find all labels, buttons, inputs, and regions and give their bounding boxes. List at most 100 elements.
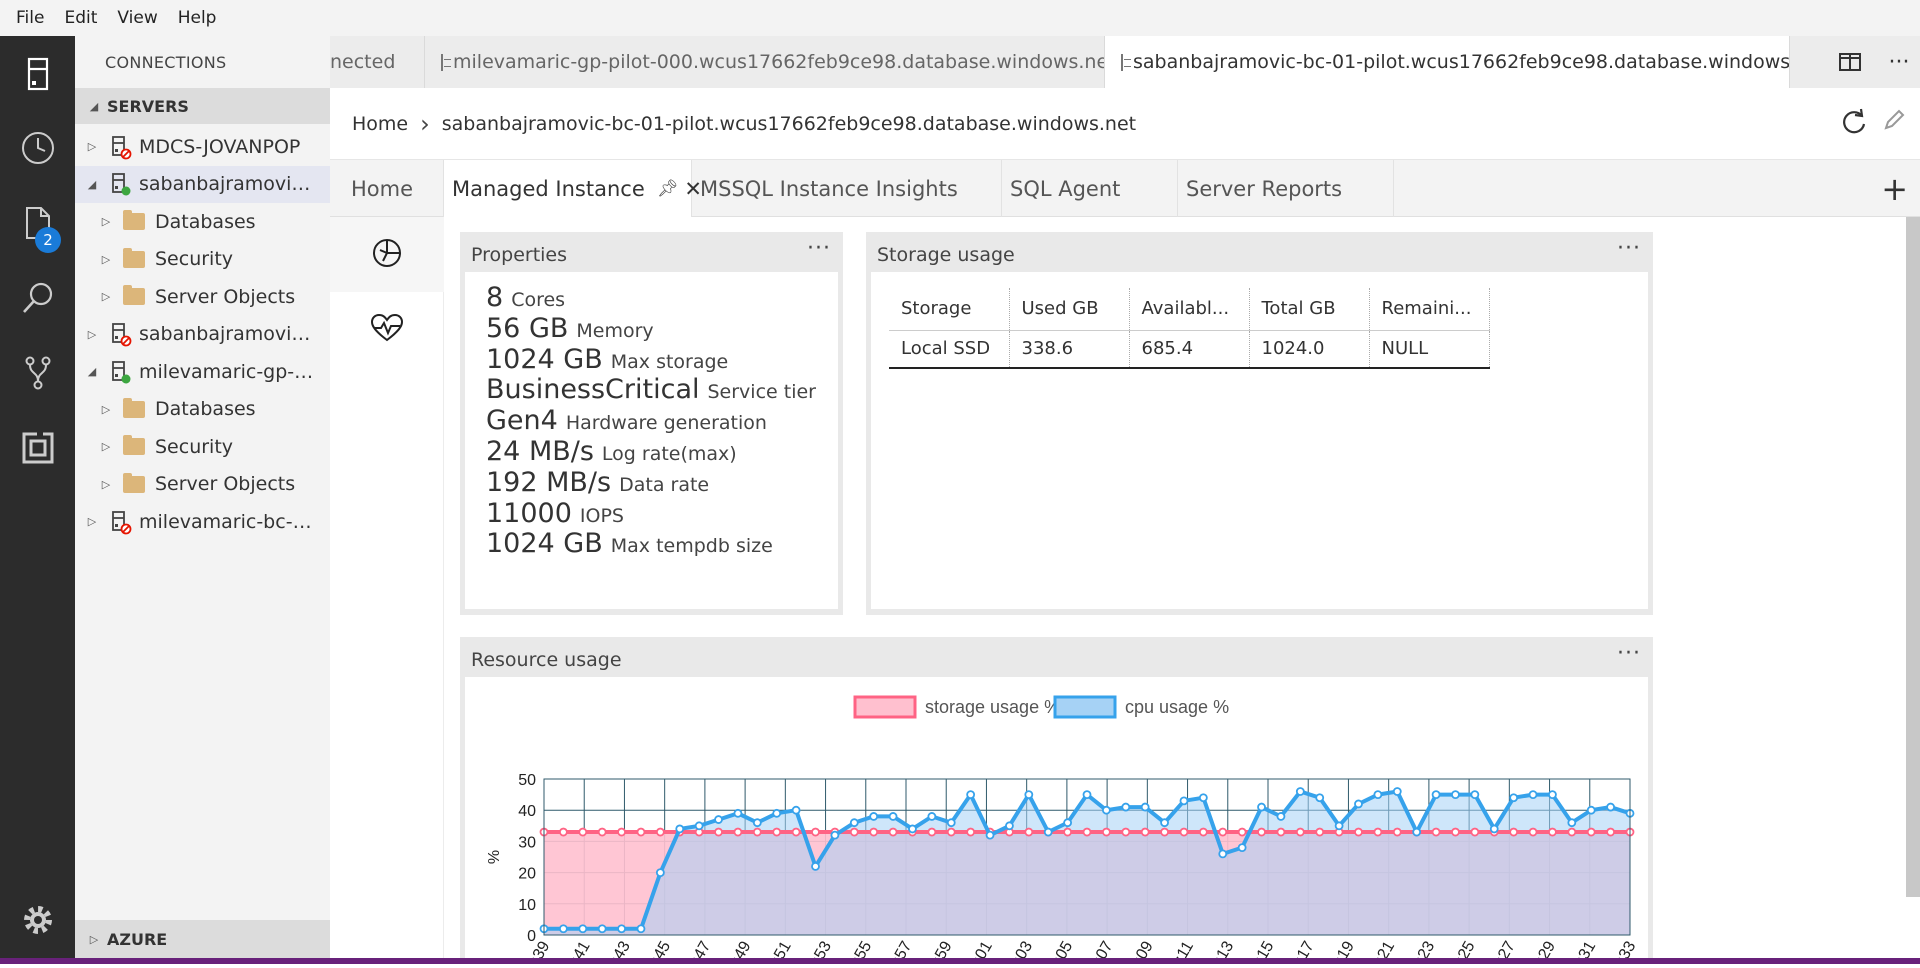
editor-tab-connected[interactable]: nected [330,36,425,88]
chevron-right-icon[interactable]: ▷ [101,215,111,229]
property-value: 24 MB/s [486,435,594,467]
more-actions-icon[interactable]: ··· [1617,236,1641,261]
menu-bar: File Edit View Help [0,0,1920,36]
legend-swatch [853,695,917,719]
property-label: Service tier [707,381,817,404]
breadcrumb-server[interactable]: sabanbajramovic-bc-01-pilot.wcus17662feb… [441,112,1137,135]
data-point [1218,827,1228,837]
tree-folder[interactable]: ▷ Security [75,428,330,466]
extensions-icon[interactable] [0,416,75,480]
data-point [1315,827,1325,837]
property-label: Data rate [619,473,710,496]
chevron-right-icon[interactable]: ▷ [101,402,111,416]
add-tab-icon[interactable]: + [1881,170,1908,208]
folder-icon [123,472,145,493]
tab-managed-instance-label: Managed Instance [452,176,645,201]
data-point [791,805,801,815]
y-tick-label: 20 [518,866,536,883]
column-header[interactable]: Used GB [1009,288,1130,331]
gear-icon[interactable] [0,888,75,952]
tab-mssql-instance-insights[interactable]: MSSQL Instance Insights [692,160,1002,217]
more-actions-icon[interactable]: ··· [1617,641,1641,666]
chevron-right-icon[interactable]: ▷ [87,327,97,341]
editor-tab-sabanbajramovic[interactable]: sabanbajramovic-bc-01-pilot.wcus17662feb… [1105,36,1790,88]
vertical-scrollbar[interactable] [1906,217,1920,897]
data-point [1567,818,1577,828]
editor-tab-label: milevamaric-gp-pilot-000.wcus17662feb9ce… [453,51,1105,73]
split-editor-icon[interactable] [1822,53,1878,71]
more-actions-icon[interactable]: ··· [1888,49,1910,75]
tree-server[interactable]: ▷ sabanbajramovic-gp-01 [75,316,330,354]
folder-icon [123,285,145,306]
edit-icon[interactable] [1882,108,1906,137]
refresh-icon[interactable] [1840,108,1868,141]
pin-icon[interactable]: 📌︎ [656,178,679,199]
breadcrumb: Home › sabanbajramovic-bc-01-pilot.wcus1… [330,88,1920,160]
tree-folder[interactable]: ▷ Databases [75,203,330,241]
column-header[interactable]: Total GB [1249,288,1370,331]
data-point [1548,827,1557,837]
data-point [1509,827,1519,837]
data-point [1140,827,1150,837]
files-icon[interactable]: 2 [0,191,75,255]
history-icon[interactable] [0,116,75,180]
close-icon[interactable]: ✕ [684,176,702,201]
chevron-right-icon[interactable]: ▷ [87,140,97,154]
tab-managed-instance[interactable]: Managed Instance 📌︎ ✕ [444,160,702,217]
chevron-right-icon[interactable]: ▷ [101,440,111,454]
property-label: Cores [511,289,566,311]
tree-folder[interactable]: ▷ Server Objects [75,466,330,504]
data-point [869,812,879,821]
nav-overview[interactable] [330,217,444,292]
tree-folder[interactable]: ▷ Security [75,241,330,279]
sidebar-header: CONNECTIONS [105,52,227,72]
data-point [1101,827,1111,837]
tree-item-label: sabanbajramovic-bc-01-pilot [139,173,317,196]
tab-server-reports[interactable]: Server Reports [1178,160,1394,217]
data-point [1606,827,1616,837]
table-row[interactable]: Local SSD 338.6 685.4 1024.0 NULL [889,330,1490,369]
tree-server[interactable]: ▷ milevamaric-bc-pilot [75,503,330,541]
menu-edit[interactable]: Edit [64,8,98,28]
chevron-right-icon[interactable]: ▷ [101,252,111,266]
tree-folder[interactable]: ▷ Server Objects [75,278,330,316]
tree-server[interactable]: ◢ sabanbajramovic-bc-01-pilot [75,165,330,203]
data-point [1140,802,1150,812]
servers-icon[interactable] [0,42,75,106]
tab-sql-agent-label: SQL Agent [1010,176,1121,201]
storage-usage-widget: Storage usage ··· Storage Used GB Availabl… [866,232,1653,615]
data-point [1005,821,1014,831]
chevron-right-icon[interactable]: ▷ [101,477,111,491]
data-point [597,924,607,934]
column-header[interactable]: Remaini... [1369,288,1490,331]
chevron-right-icon[interactable]: ▷ [87,515,97,529]
resource-chart-container: storage usage % cpu usage % 08:39 08:41 08:4… [465,677,1648,968]
column-header[interactable]: Availabl... [1129,288,1250,331]
data-point [675,824,685,834]
menu-file[interactable]: File [16,8,45,28]
tree-folder[interactable]: ▷ Databases [75,391,330,429]
azure-section[interactable]: ▷ AZURE [75,920,330,958]
chevron-down-icon[interactable]: ◢ [87,177,97,191]
nav-health[interactable] [330,292,444,367]
editor-tab-milevamaric[interactable]: milevamaric-gp-pilot-000.wcus17662feb9ce… [425,36,1105,88]
chevron-down-icon[interactable]: ◢ [87,365,97,379]
data-point [1024,827,1034,837]
column-header[interactable]: Storage [889,288,1010,331]
data-point [1237,843,1247,853]
search-icon[interactable] [0,266,75,330]
tab-home[interactable]: Home [330,160,444,217]
chevron-right-icon[interactable]: ▷ [101,290,111,304]
server-icon [107,321,133,347]
tree-server[interactable]: ▷ MDCS-JOVANPOP [75,128,330,166]
more-actions-icon[interactable]: ··· [807,236,831,261]
menu-help[interactable]: Help [177,8,217,28]
tab-sql-agent[interactable]: SQL Agent [1002,160,1178,217]
servers-section[interactable]: ◢ SERVERS [75,88,330,124]
data-point [655,868,665,878]
data-point [1567,827,1577,837]
tree-server[interactable]: ◢ milevamaric-gp-pilot [75,353,330,391]
breadcrumb-home[interactable]: Home [352,112,409,135]
menu-view[interactable]: View [117,8,158,28]
source-control-icon[interactable] [0,341,75,405]
